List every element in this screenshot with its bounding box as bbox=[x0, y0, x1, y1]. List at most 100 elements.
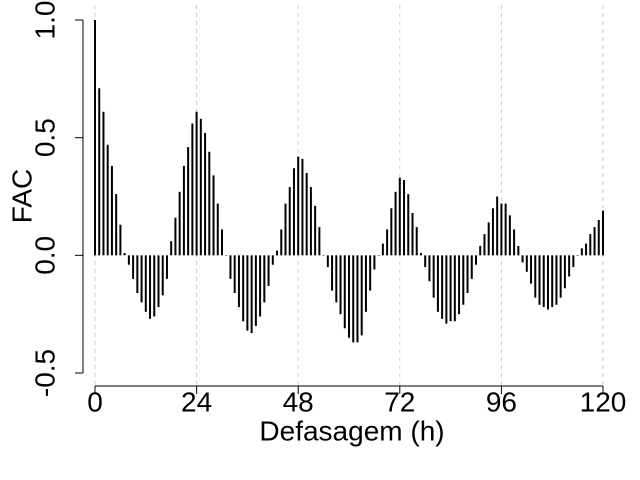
bar bbox=[415, 227, 418, 256]
bar bbox=[593, 227, 596, 256]
bar bbox=[398, 177, 401, 256]
x-tick-label: 24 bbox=[181, 386, 212, 417]
bar bbox=[178, 191, 181, 256]
bar bbox=[335, 255, 338, 303]
bar bbox=[568, 255, 571, 277]
bar bbox=[98, 88, 101, 256]
bar bbox=[94, 20, 96, 256]
bar bbox=[250, 255, 253, 333]
bar bbox=[216, 203, 219, 256]
bar bbox=[326, 255, 329, 268]
bar bbox=[314, 205, 317, 256]
bar bbox=[237, 255, 240, 308]
bar bbox=[182, 165, 185, 256]
bar bbox=[356, 255, 359, 343]
bar bbox=[229, 255, 232, 279]
bar bbox=[195, 111, 198, 256]
bar bbox=[373, 255, 376, 270]
bar bbox=[462, 255, 465, 305]
bar bbox=[470, 255, 473, 279]
bar bbox=[263, 255, 266, 303]
bar bbox=[254, 255, 257, 326]
bar bbox=[386, 229, 389, 256]
bar bbox=[119, 224, 122, 256]
bar bbox=[123, 252, 126, 256]
bar bbox=[513, 229, 516, 256]
bar bbox=[483, 234, 486, 256]
bar bbox=[563, 255, 566, 289]
x-tick-label: 120 bbox=[580, 386, 627, 417]
bar bbox=[259, 255, 262, 317]
y-tick-label: -0.5 bbox=[29, 349, 60, 397]
bar bbox=[352, 255, 355, 343]
bar bbox=[496, 196, 499, 256]
bar bbox=[284, 203, 287, 256]
bar bbox=[242, 255, 245, 322]
bar bbox=[221, 229, 223, 256]
bar bbox=[144, 255, 147, 312]
bar bbox=[106, 144, 109, 256]
bar bbox=[411, 212, 414, 256]
bar bbox=[534, 255, 537, 298]
bar bbox=[381, 243, 384, 256]
bar bbox=[479, 245, 482, 256]
bar bbox=[403, 180, 406, 256]
y-tick-label: 0.0 bbox=[29, 236, 60, 275]
bar bbox=[576, 255, 579, 256]
bar bbox=[187, 147, 190, 256]
bar bbox=[153, 255, 156, 317]
bar bbox=[132, 255, 135, 279]
bar bbox=[204, 132, 207, 256]
bar bbox=[394, 191, 397, 256]
bar bbox=[364, 255, 367, 312]
bar bbox=[449, 255, 452, 322]
x-tick-label: 0 bbox=[87, 386, 103, 417]
bar bbox=[445, 255, 448, 324]
bar bbox=[572, 255, 575, 268]
bar bbox=[580, 248, 583, 256]
bar bbox=[517, 245, 520, 256]
bar bbox=[390, 208, 393, 256]
bar bbox=[225, 255, 228, 256]
bar bbox=[428, 255, 431, 282]
bar bbox=[602, 210, 604, 256]
y-axis-label: FAC bbox=[6, 169, 37, 223]
bar bbox=[208, 151, 211, 256]
bar bbox=[508, 215, 511, 256]
bar bbox=[136, 255, 139, 293]
bar bbox=[157, 255, 160, 308]
y-tick-label: 0.5 bbox=[29, 118, 60, 157]
bar bbox=[292, 168, 295, 256]
bar bbox=[280, 229, 283, 256]
bar bbox=[538, 255, 541, 305]
bar bbox=[377, 255, 380, 256]
bar bbox=[165, 255, 168, 279]
bar bbox=[170, 241, 173, 256]
bar bbox=[140, 255, 143, 303]
bar bbox=[276, 250, 279, 256]
x-tick-label: 48 bbox=[283, 386, 314, 417]
bar bbox=[475, 255, 477, 265]
bar bbox=[246, 255, 249, 331]
bar bbox=[555, 255, 558, 305]
bar bbox=[115, 194, 118, 256]
bar bbox=[297, 156, 300, 256]
bar bbox=[343, 255, 346, 329]
bar bbox=[110, 165, 113, 256]
bar bbox=[551, 255, 554, 308]
bar bbox=[267, 255, 270, 286]
bar bbox=[466, 255, 469, 293]
bar bbox=[419, 252, 422, 256]
y-tick-label: 1.0 bbox=[29, 1, 60, 40]
bar bbox=[458, 255, 461, 315]
bar bbox=[305, 172, 308, 256]
bar bbox=[589, 234, 592, 256]
bar bbox=[407, 194, 410, 256]
bar bbox=[318, 227, 321, 256]
bar bbox=[424, 255, 427, 268]
bar bbox=[102, 111, 105, 256]
bar bbox=[504, 203, 507, 256]
bar bbox=[436, 255, 439, 312]
